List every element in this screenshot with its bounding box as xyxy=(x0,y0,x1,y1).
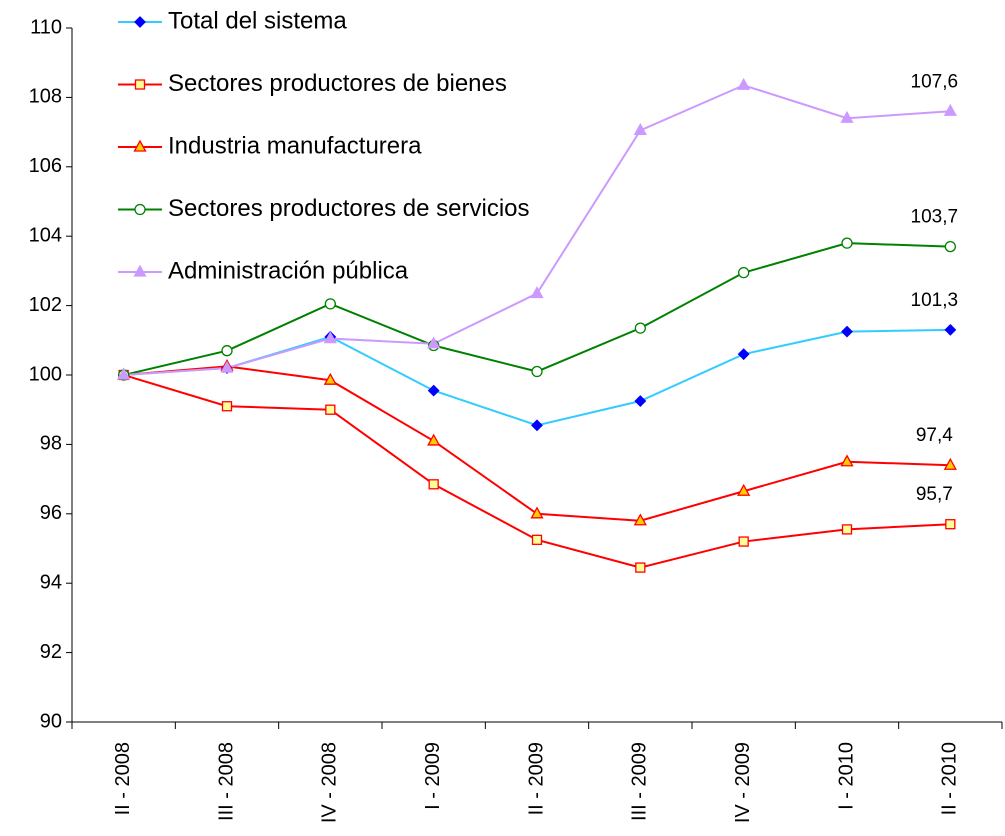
legend-label: Sectores productores de bienes xyxy=(168,70,507,97)
legend-label: Administración pública xyxy=(168,257,409,284)
marker xyxy=(427,433,441,446)
y-tick-label: 104 xyxy=(29,224,62,246)
y-tick-label: 94 xyxy=(40,571,62,593)
y-tick-label: 98 xyxy=(40,433,62,455)
x-tick-label: III - 2008 xyxy=(215,742,237,821)
marker xyxy=(530,506,544,519)
marker xyxy=(634,395,647,407)
marker xyxy=(325,404,336,415)
x-tick-label: II - 2008 xyxy=(112,742,134,815)
y-tick-label: 106 xyxy=(29,155,62,177)
data-label: 95,7 xyxy=(916,484,953,505)
marker xyxy=(945,519,956,530)
marker xyxy=(737,77,751,90)
marker xyxy=(841,237,853,249)
marker xyxy=(428,479,439,490)
y-tick-label: 92 xyxy=(40,641,62,663)
y-tick-label: 102 xyxy=(29,294,62,316)
marker xyxy=(531,419,543,432)
marker xyxy=(133,264,147,277)
marker xyxy=(134,203,146,216)
series-line xyxy=(123,328,951,427)
y-tick-label: 96 xyxy=(40,502,62,524)
x-tick-label: I - 2010 xyxy=(835,742,857,810)
marker xyxy=(635,562,646,573)
x-tick-label: II - 2009 xyxy=(525,742,547,815)
x-tick-label: IV - 2009 xyxy=(732,742,754,823)
marker xyxy=(738,536,749,547)
marker xyxy=(633,513,647,526)
marker xyxy=(134,79,146,90)
marker xyxy=(427,336,441,349)
marker xyxy=(840,110,854,123)
data-label: 97,4 xyxy=(916,425,953,446)
legend-label: Industria manufacturera xyxy=(168,132,422,159)
marker xyxy=(324,298,336,310)
marker xyxy=(738,266,750,279)
data-label: 103,7 xyxy=(911,207,959,228)
marker xyxy=(133,139,147,152)
x-tick-label: IV - 2008 xyxy=(319,742,341,823)
legend-label: Total del sistema xyxy=(168,7,347,34)
marker xyxy=(840,454,854,467)
x-tick-label: III - 2009 xyxy=(629,742,651,821)
marker xyxy=(943,103,957,116)
marker xyxy=(427,384,440,397)
marker xyxy=(531,534,543,545)
data-label: 101,3 xyxy=(911,290,959,311)
marker xyxy=(117,367,131,380)
marker xyxy=(221,345,233,357)
marker xyxy=(633,123,647,136)
marker xyxy=(841,325,853,338)
marker xyxy=(323,372,337,385)
series-line xyxy=(123,365,951,522)
y-tick-label: 100 xyxy=(29,363,62,385)
marker xyxy=(841,524,853,535)
marker xyxy=(944,240,956,253)
series-line xyxy=(123,84,951,376)
marker xyxy=(134,16,146,28)
x-tick-label: I - 2009 xyxy=(422,742,444,810)
marker xyxy=(531,365,543,378)
marker xyxy=(221,401,233,412)
data-label: 107,6 xyxy=(911,71,959,92)
x-tick-label: II - 2010 xyxy=(939,742,961,815)
marker xyxy=(634,322,646,334)
marker xyxy=(737,483,751,496)
marker xyxy=(737,348,750,361)
marker xyxy=(220,360,234,373)
y-tick-label: 108 xyxy=(29,86,62,108)
marker xyxy=(944,323,957,336)
marker xyxy=(943,457,957,470)
marker xyxy=(530,286,544,299)
y-tick-label: 90 xyxy=(40,710,62,732)
marker xyxy=(323,331,337,344)
y-tick-label: 110 xyxy=(30,16,62,38)
legend-label: Sectores productores de servicios xyxy=(168,195,530,222)
